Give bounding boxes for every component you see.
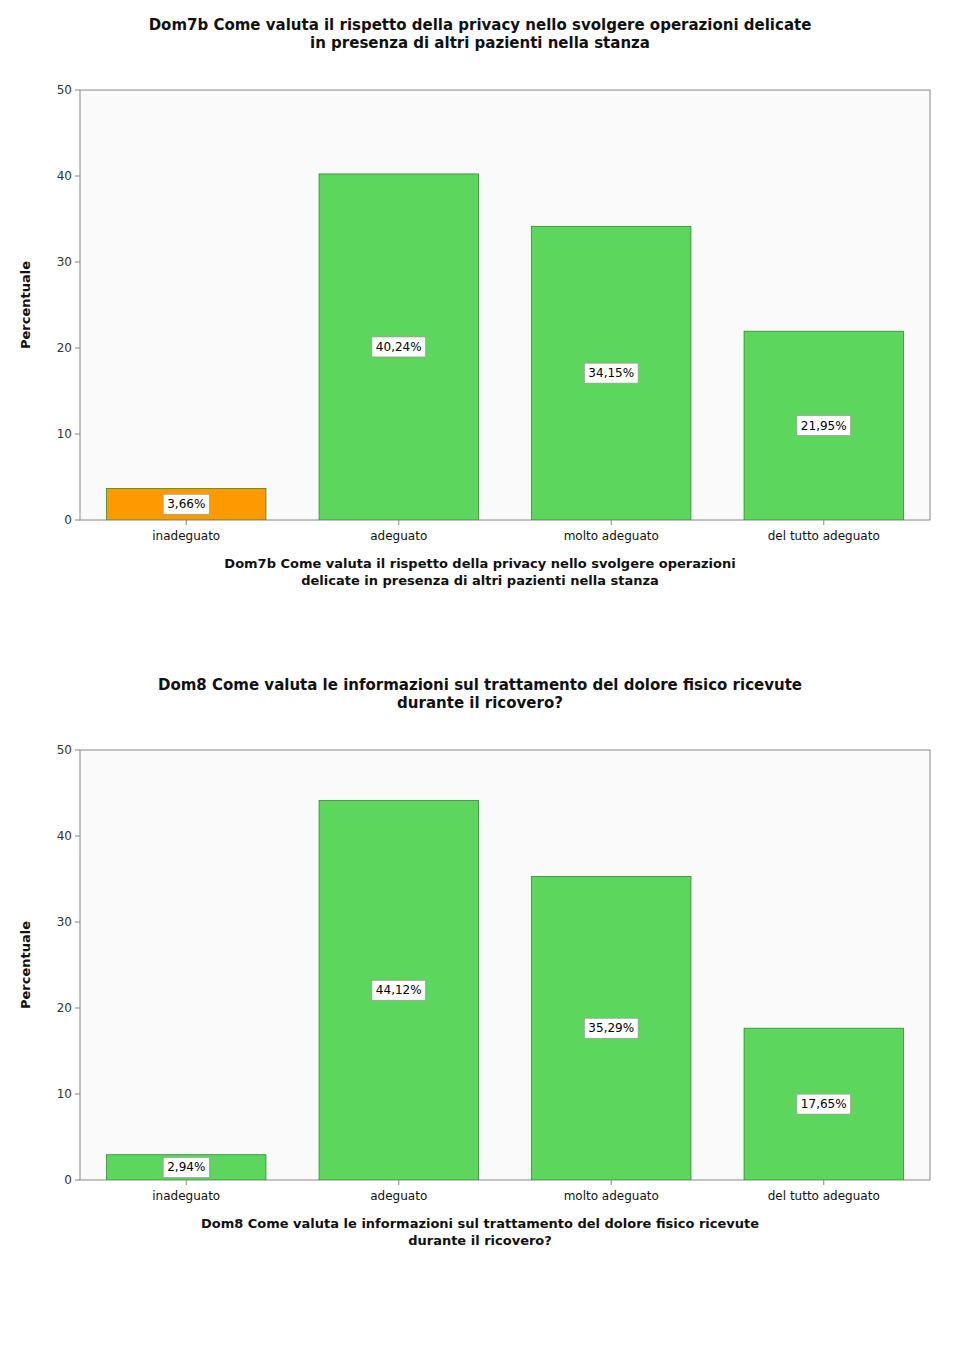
y-tick: [75, 520, 80, 521]
chart: Dom7b Come valuta il rispetto della priv…: [18, 16, 930, 588]
data-label: 2,94%: [167, 1160, 205, 1174]
title: Dom8 Come valuta le informazioni sul tra…: [158, 676, 802, 712]
bar: [107, 489, 266, 520]
y-tick-label: 30: [57, 255, 72, 269]
y-tick: [75, 434, 80, 435]
bar: [319, 801, 478, 1180]
y-tick: [75, 1008, 80, 1009]
y-tick: [75, 836, 80, 837]
plot-area: [80, 750, 930, 1180]
y-tick-label: 50: [57, 83, 72, 97]
label-box: [584, 363, 638, 383]
x-tick: [186, 1180, 187, 1185]
y-tick: [75, 922, 80, 923]
y-tick: [75, 262, 80, 263]
y-tick: [75, 1180, 80, 1181]
x-tick-label: molto adeguato: [564, 529, 659, 543]
figure: Dom7b Come valuta il rispetto della priv…: [0, 0, 960, 1357]
x-tick: [186, 520, 187, 525]
bar: [744, 1028, 903, 1180]
x-tick-label: del tutto adeguato: [768, 1189, 880, 1203]
plot-area: [80, 90, 930, 520]
chart: Dom8 Come valuta le informazioni sul tra…: [18, 676, 930, 1248]
x-tick: [611, 1180, 612, 1185]
data-label: 17,65%: [801, 1097, 847, 1111]
label-box: [163, 1157, 209, 1177]
label-box: [584, 1018, 638, 1038]
y-axis-label: Percentuale: [18, 921, 33, 1009]
bar: [107, 1155, 266, 1180]
label-box: [797, 1094, 851, 1114]
x-tick-label: inadeguato: [152, 529, 220, 543]
data-label: 3,66%: [167, 497, 205, 511]
bar: [532, 226, 691, 520]
y-tick: [75, 348, 80, 349]
x-tick-label: del tutto adeguato: [768, 529, 880, 543]
y-tick-label: 20: [57, 341, 72, 355]
title: Dom7b Come valuta il rispetto della priv…: [149, 16, 812, 52]
y-axis-label: Percentuale: [18, 261, 33, 349]
y-tick: [75, 90, 80, 91]
y-tick-label: 30: [57, 915, 72, 929]
y-tick: [75, 176, 80, 177]
bars: [107, 174, 904, 520]
label-box: [372, 337, 426, 357]
x-tick: [823, 1180, 824, 1185]
y-tick: [75, 1094, 80, 1095]
data-label: 21,95%: [801, 419, 847, 433]
bars: [107, 801, 904, 1180]
data-label: 40,24%: [376, 340, 422, 354]
y-tick-label: 10: [57, 427, 72, 441]
bar: [744, 331, 903, 520]
x-tick-label: adeguato: [370, 529, 427, 543]
bar: [532, 877, 691, 1180]
label-box: [372, 980, 426, 1000]
x-tick: [398, 520, 399, 525]
x-tick-label: adeguato: [370, 1189, 427, 1203]
x-tick-label: molto adeguato: [564, 1189, 659, 1203]
x-axis-label: Dom8 Come valuta le informazioni sul tra…: [201, 1216, 759, 1248]
data-label: 34,15%: [588, 366, 634, 380]
data-label: 35,29%: [588, 1021, 634, 1035]
y-tick-label: 0: [64, 513, 72, 527]
x-tick: [398, 1180, 399, 1185]
x-tick-label: inadeguato: [152, 1189, 220, 1203]
bar: [319, 174, 478, 520]
x-tick: [823, 520, 824, 525]
y-tick-label: 0: [64, 1173, 72, 1187]
x-tick: [611, 520, 612, 525]
x-axis-label: Dom7b Come valuta il rispetto della priv…: [224, 556, 735, 588]
y-tick-label: 20: [57, 1001, 72, 1015]
y-tick-label: 50: [57, 743, 72, 757]
y-tick: [75, 750, 80, 751]
y-tick-label: 10: [57, 1087, 72, 1101]
label-box: [163, 494, 209, 514]
y-tick-label: 40: [57, 829, 72, 843]
data-label: 44,12%: [376, 983, 422, 997]
label-box: [797, 416, 851, 436]
y-tick-label: 40: [57, 169, 72, 183]
